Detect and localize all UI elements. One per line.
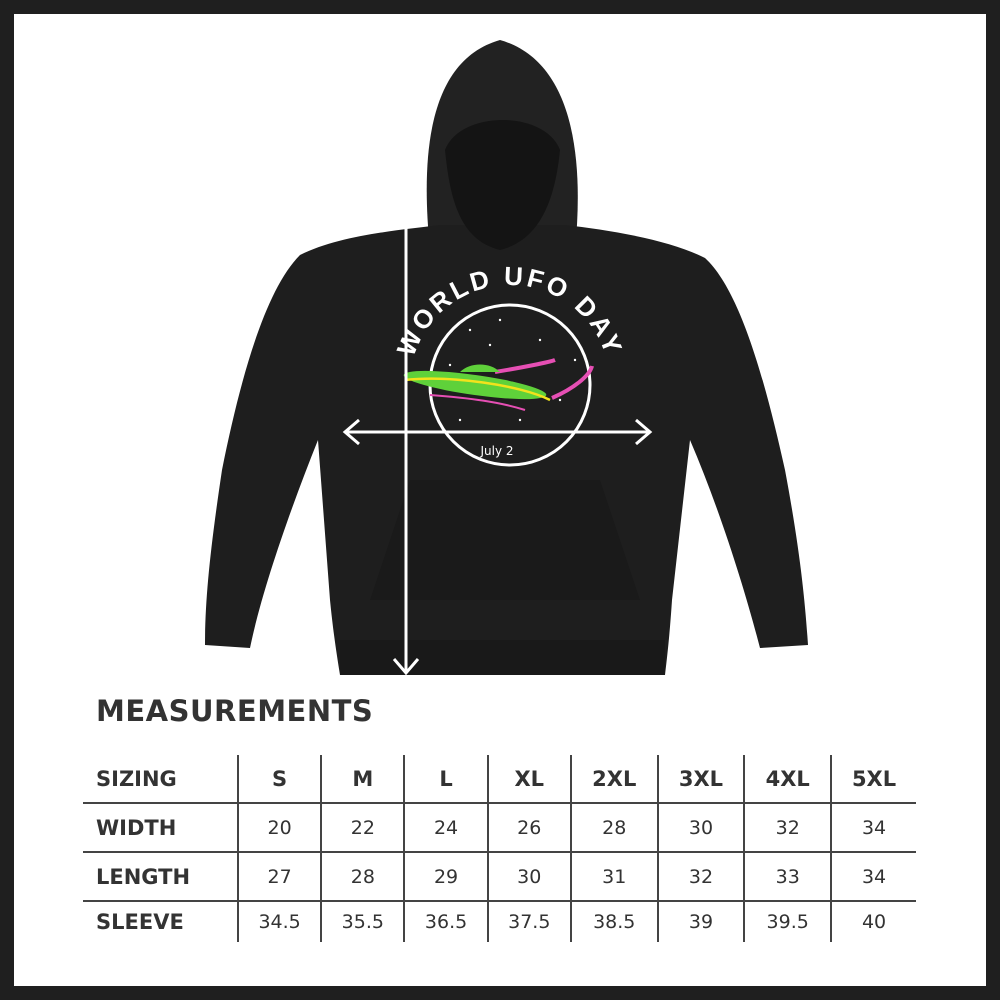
cell: 32	[743, 802, 832, 852]
cell: 35.5	[320, 900, 405, 942]
size-header: L	[403, 755, 488, 803]
cell: 24	[403, 802, 488, 852]
cell: 34	[830, 851, 916, 901]
size-header: 4XL	[743, 755, 832, 803]
cell: 40	[830, 900, 916, 942]
measurements-title: MEASUREMENTS	[96, 694, 374, 728]
cell: 31	[569, 851, 658, 901]
cell: 34.5	[236, 900, 322, 942]
row-label: WIDTH	[83, 802, 238, 852]
measurement-arrows	[342, 209, 653, 676]
size-header: XL	[486, 755, 571, 803]
table-header-row: SIZING S M L XL 2XL 3XL 4XL 5XL	[83, 755, 916, 803]
cell: 37.5	[486, 900, 571, 942]
cell: 34	[830, 802, 916, 852]
cell: 28	[320, 851, 405, 901]
cell: 30	[486, 851, 571, 901]
cell: 28	[569, 802, 658, 852]
cell: 22	[320, 802, 405, 852]
size-header: 3XL	[656, 755, 745, 803]
cell: 32	[656, 851, 745, 901]
cell: 20	[236, 802, 322, 852]
cell: 26	[486, 802, 571, 852]
cell: 39	[656, 900, 745, 942]
size-header: 2XL	[569, 755, 658, 803]
cell: 27	[236, 851, 322, 901]
hoodie	[205, 40, 808, 675]
size-header: S	[236, 755, 322, 803]
size-header: 5XL	[830, 755, 916, 803]
row-label: LENGTH	[83, 851, 238, 901]
cell: 39.5	[743, 900, 832, 942]
table-row: LENGTH 27 28 29 30 31 32 33 34	[83, 851, 916, 901]
row-label: SLEEVE	[83, 900, 238, 942]
cell: 38.5	[569, 900, 658, 942]
cell: 30	[656, 802, 745, 852]
table-row: SLEEVE 34.5 35.5 36.5 37.5 38.5 39 39.5 …	[83, 900, 916, 942]
cell: 36.5	[403, 900, 488, 942]
size-chart-table: SIZING S M L XL 2XL 3XL 4XL 5XL WIDTH 20…	[83, 755, 916, 942]
size-header: M	[320, 755, 405, 803]
table-row: WIDTH 20 22 24 26 28 30 32 34	[83, 802, 916, 852]
cell: 29	[403, 851, 488, 901]
row-label: SIZING	[96, 766, 177, 791]
cell: 33	[743, 851, 832, 901]
logo-date: July 2	[479, 444, 513, 458]
